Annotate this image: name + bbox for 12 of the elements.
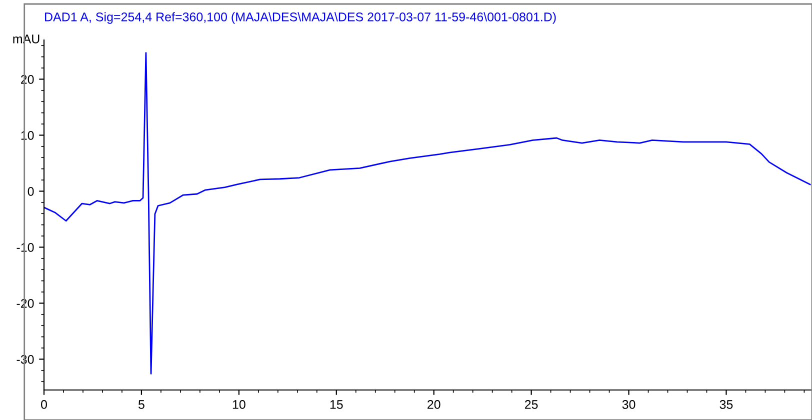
x-tick-label: 20: [428, 400, 440, 409]
y-tick-label: 0: [28, 187, 34, 196]
x-tick-label: 30: [622, 400, 636, 409]
x-tick-label: 25: [524, 400, 538, 409]
line-series: [44, 52, 811, 374]
x-tick-label: 10: [232, 400, 246, 409]
x-tick-label: 0: [41, 400, 47, 409]
x-tick-label: 35: [720, 400, 733, 409]
y-axis-title: mAU: [13, 34, 40, 44]
x-tick-label: 15: [330, 400, 343, 409]
chart-title: DAD1 A, Sig=254,4 Ref=360,100 (MAJA\DES\MAJA\DES 2017-03-07 11-59-46\001-0801.D): [45, 12, 556, 24]
x-tick-label: 5: [138, 400, 144, 409]
